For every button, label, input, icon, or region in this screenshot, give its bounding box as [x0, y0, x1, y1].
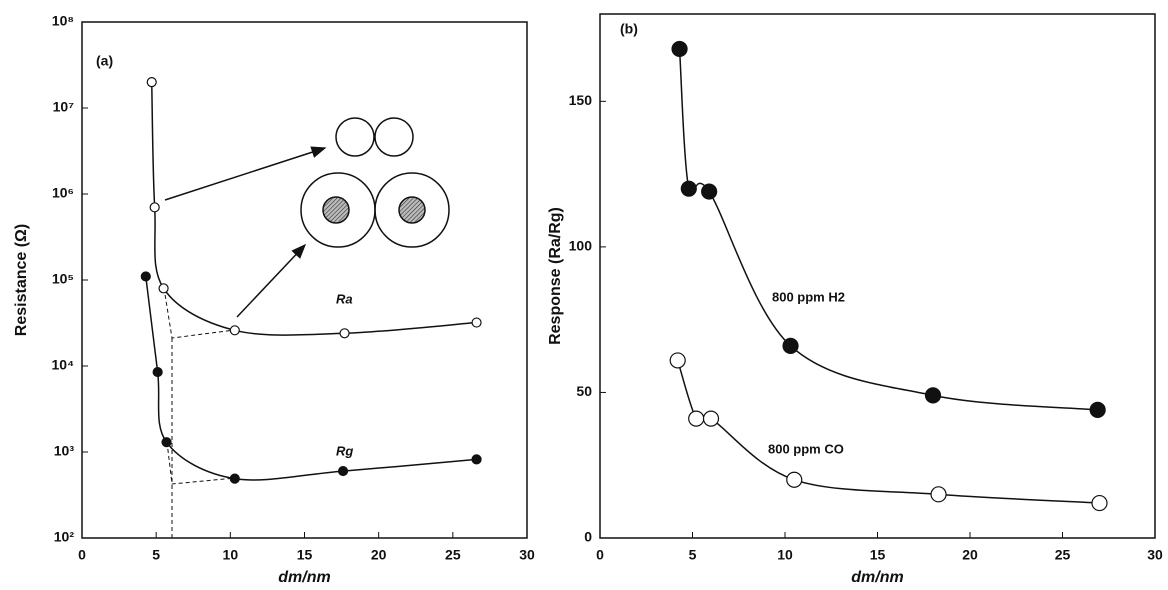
y-axis-label: Resistance (Ω): [13, 224, 30, 336]
series-label: Rg: [336, 443, 353, 458]
data-point: [158, 283, 169, 294]
y-tick-label: 0: [584, 529, 592, 545]
y-tick-label: 100: [569, 238, 593, 254]
y-tick-label: 150: [569, 92, 593, 108]
data-point: [152, 366, 163, 378]
y-tick-label: 10³: [54, 443, 75, 459]
data-point: [669, 352, 686, 369]
x-axis-label: dm/nm: [278, 569, 330, 586]
data-point: [146, 77, 157, 88]
y-tick-label: 10⁴: [52, 357, 75, 373]
y-tick-label: 10⁶: [52, 185, 74, 201]
data-point: [924, 387, 942, 404]
data-point: [688, 410, 705, 427]
x-tick-label: 0: [596, 547, 604, 563]
x-tick-label: 30: [519, 547, 535, 563]
guide-lines: [163, 287, 236, 538]
series-label: 800 ppm H2: [772, 289, 845, 304]
data-point: [1091, 494, 1108, 512]
data-point: [1089, 401, 1106, 419]
series-label: Ra: [336, 291, 353, 306]
series-label: 800 ppm CO: [768, 441, 844, 456]
schematic: [164, 117, 450, 318]
data-point: [229, 325, 240, 336]
x-tick-label: 15: [297, 547, 313, 563]
data-point: [671, 40, 688, 58]
data-point: [930, 486, 947, 503]
y-tick-label: 10⁷: [53, 99, 75, 115]
curve: [678, 48, 1098, 411]
data-point: [229, 473, 240, 484]
data-point: [140, 271, 151, 282]
y-tick-label: 50: [576, 383, 592, 399]
x-tick-label: 20: [371, 547, 387, 563]
x-tick-label: 20: [962, 547, 978, 563]
data-point: [701, 183, 718, 200]
x-axis-label: dm/nm: [851, 569, 903, 586]
data-point: [471, 317, 482, 328]
x-tick-label: 25: [445, 547, 461, 563]
data-point: [702, 410, 720, 427]
data-point: [149, 202, 160, 213]
x-tick-label: 5: [152, 547, 160, 563]
data-point: [782, 337, 799, 354]
panel-label: (b): [620, 21, 638, 37]
data-point: [786, 471, 803, 488]
x-tick-label: 0: [78, 547, 86, 563]
data-point: [471, 454, 482, 465]
x-tick-label: 10: [777, 547, 793, 563]
y-tick-label: 10²: [54, 529, 75, 545]
x-tick-label: 25: [1055, 547, 1071, 563]
data-point: [161, 437, 172, 448]
data-point: [339, 328, 350, 339]
curve: [150, 82, 477, 336]
x-tick-label: 30: [1147, 547, 1163, 563]
plot-frame: [599, 13, 1156, 539]
curve: [676, 360, 1100, 504]
y-axis-label: Response (Ra/Rg): [547, 207, 564, 345]
x-tick-label: 15: [870, 547, 886, 563]
x-tick-label: 10: [223, 547, 239, 563]
data-point: [680, 180, 697, 197]
y-tick-label: 10⁸: [52, 13, 74, 29]
data-point: [337, 465, 349, 477]
curve: [145, 276, 477, 481]
panel-label: (a): [96, 53, 113, 69]
x-tick-label: 5: [689, 547, 697, 563]
y-tick-label: 10⁵: [52, 271, 74, 287]
